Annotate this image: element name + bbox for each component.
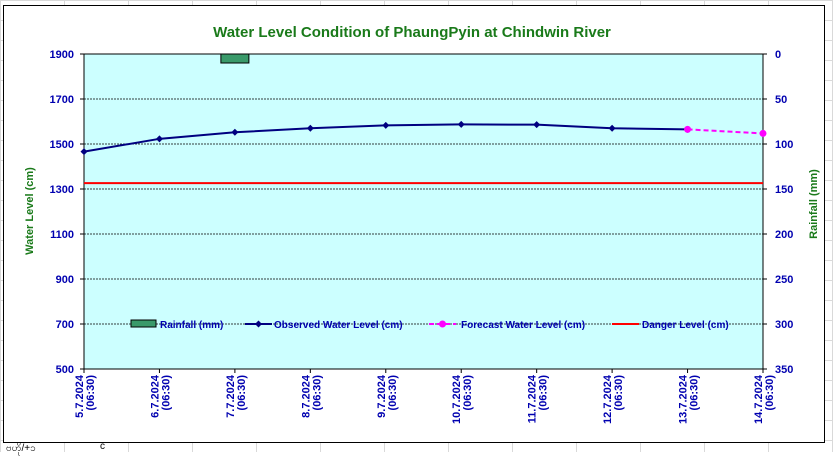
x-tick-label-group: 14.7.2024 (06:30) [753,374,776,424]
x-tick-label-group: 8.7.2024 (06:30) [300,374,323,418]
legend-label: Danger Level (cm) [642,320,729,331]
x-tick-label: (06:30) [689,375,701,411]
y-tick-label: 1300 [50,184,74,196]
x-tick-label-group: 7.7.2024 (06:30) [225,374,248,418]
y2-tick-label: 100 [775,139,793,151]
y-tick-label: 1100 [50,229,74,241]
observed-point [533,121,541,129]
x-tick-label-group: 13.7.2024 (06:30) [678,374,701,424]
observed-point [80,148,88,156]
x-tick-label: 12.7.2024 [602,374,614,424]
y2-tick-label: 350 [775,364,793,376]
y-tick-label: 1900 [50,49,74,61]
legend-label: Rainfall (mm) [160,320,223,331]
x-tick-label-group: 10.7.2024 (06:30) [451,374,474,424]
x-tick-label: 6.7.2024 [149,374,161,418]
y2-tick-label: 150 [775,184,793,196]
legend-swatch-rainfall [130,319,157,328]
legend-marker [439,320,446,328]
x-tick-label: 14.7.2024 [753,374,765,424]
y-tick-label: 700 [56,319,74,331]
plot-area [83,53,764,370]
y-tick-label: 1700 [50,94,74,106]
legend-marker [255,320,262,328]
y2-tick-label: 250 [775,274,793,286]
y-tick-label: 500 [56,364,74,376]
y2-tick-label: 50 [775,94,787,106]
chart-title: Water Level Condition of PhaungPyin at C… [213,24,611,41]
forecast-point [684,125,692,133]
forecast-point [759,129,767,137]
x-tick-label: 13.7.2024 [678,374,690,424]
observed-point [608,124,616,132]
legend: Rainfall (mm) Observed Water Level (cm) Fo… [130,319,729,331]
x-tick-label: 5.7.2024 [74,374,86,418]
x-tick-label: (06:30) [613,375,625,411]
x-tick-label: 9.7.2024 [376,374,388,418]
legend-label: Forecast Water Level (cm) [461,320,585,331]
y2-tick-label: 200 [775,229,793,241]
observed-point [155,135,163,143]
x-tick-label: (06:30) [764,375,776,411]
x-tick-label: (06:30) [236,375,248,411]
observed-point [306,124,314,132]
x-tick-label-group: 5.7.2024 (06:30) [74,374,97,418]
series-marks [80,53,767,185]
observed-point [457,120,465,128]
x-tick-label-group: 9.7.2024 (06:30) [376,374,399,418]
y2-axis-title: Rainfall (mm) [808,169,820,239]
observed-point [382,121,390,129]
observed-point [231,128,239,136]
x-tick-label: 8.7.2024 [300,374,312,418]
legend-label: Observed Water Level (cm) [274,320,403,331]
x-tick-label: (06:30) [538,375,550,411]
x-tick-label: 10.7.2024 [451,374,463,424]
x-tick-label-group: 6.7.2024 (06:30) [149,374,172,418]
y-axis-title: Water Level (cm) [24,167,36,255]
footer-left: ဗဟို/+၁ [6,443,36,454]
y-axis-ticks: 1900 1700 1500 1300 1100 900 700 500 [50,49,84,376]
x-tick-label: 11.7.2024 [527,374,539,423]
x-tick-label-group: 11.7.2024 (06:30) [527,374,550,423]
gridlines [84,98,763,325]
x-tick-label: (06:30) [85,375,97,411]
x-tick-label: (06:30) [387,375,399,411]
rainfall-bar [220,53,250,64]
y-tick-label: 900 [56,274,74,286]
y-tick-label: 1500 [50,139,74,151]
x-tick-label: (06:30) [160,375,172,411]
y2-axis-ticks: 0 50 100 150 200 250 300 350 [763,49,793,376]
footer-right: c [100,441,105,452]
y2-tick-label: 300 [775,319,793,331]
x-tick-label: 7.7.2024 [225,374,237,418]
y2-tick-label: 0 [775,49,781,61]
x-axis-ticks: 5.7.2024 (06:30) 6.7.2024 (06:30) 7.7.2024 (0… [74,369,776,424]
x-tick-label: (06:30) [462,375,474,411]
forecast-line [687,128,764,135]
x-tick-label: (06:30) [311,375,323,411]
x-tick-label-group: 12.7.2024 (06:30) [602,374,625,424]
